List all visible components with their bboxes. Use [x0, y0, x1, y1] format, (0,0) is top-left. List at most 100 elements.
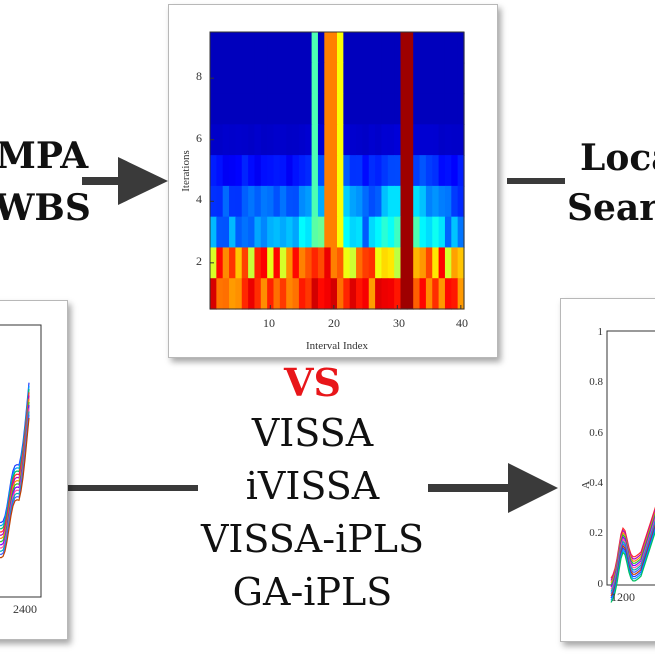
heatmap-cell — [317, 185, 325, 218]
heatmap-cell — [229, 216, 236, 249]
heatmap-cell — [317, 216, 325, 249]
heatmap-cell — [337, 155, 344, 187]
heatmap-cell — [457, 216, 465, 249]
heatmap-cell — [317, 155, 325, 187]
heatmap-cell — [438, 93, 446, 125]
heatmap-cell — [216, 93, 224, 125]
heatmap-cell — [330, 124, 338, 156]
heatmap-cell — [381, 124, 389, 156]
heatmap-cell — [311, 247, 319, 279]
heatmap-cell — [286, 155, 294, 187]
heatmap-cell — [222, 155, 230, 187]
heatmap-cell — [406, 185, 414, 218]
heatmap-cell — [241, 278, 249, 310]
heatmap-cell — [419, 216, 427, 249]
heatmap-cell — [279, 185, 287, 218]
heatmap-cell — [394, 93, 402, 125]
heatmap-cell — [273, 93, 281, 125]
heatmap-cell — [298, 124, 306, 156]
heatmap-cell — [292, 216, 300, 249]
heatmap-cell — [413, 32, 421, 64]
heatmap-cell — [375, 62, 383, 95]
heatmap-cell — [254, 32, 262, 64]
heatmap-cell — [394, 185, 402, 218]
heatmap-cell — [273, 247, 281, 279]
heatmap-cell — [241, 185, 249, 218]
heatmap-cell — [324, 247, 332, 279]
heatmap-cell — [413, 247, 421, 279]
heatmap-cell — [292, 185, 300, 218]
heatmap-cell — [216, 278, 224, 310]
heatmap-cell — [210, 93, 217, 125]
heatmap-cell — [400, 216, 408, 249]
heatmap-cell — [387, 155, 395, 187]
heatmap-cell — [444, 247, 452, 279]
heatmap-cell — [210, 278, 217, 310]
heatmap-cell — [400, 247, 408, 279]
heatmap-cell — [425, 93, 433, 125]
heatmap-cell — [400, 62, 408, 95]
heatmap-svg: Iterations Interval Index 10 20 30 40 2 … — [180, 31, 468, 352]
heatmap-cell — [381, 278, 389, 310]
heatmap-cell — [267, 93, 275, 125]
heatmap-cell — [413, 185, 421, 218]
heatmap-cell — [241, 93, 249, 125]
heatmap-cell — [311, 32, 319, 64]
heatmap-cell — [394, 278, 402, 310]
heatmap-cell — [235, 185, 243, 218]
heatmap-cell — [343, 155, 351, 187]
heatmap-cell — [343, 32, 351, 64]
heatmap-cell — [362, 247, 370, 279]
wbs-label: WBS — [0, 187, 91, 229]
heatmap-cell — [235, 216, 243, 249]
heatmap-cell — [330, 62, 338, 95]
heatmap-ticks — [210, 77, 462, 309]
heatmap-cell — [387, 32, 395, 64]
heatmap-cell — [425, 247, 433, 279]
right-plot-frame — [606, 330, 655, 586]
heatmap-cell — [406, 216, 414, 249]
heatmap-cell — [419, 32, 427, 64]
heatmap-cell — [229, 155, 236, 187]
heatmap-cell — [457, 185, 465, 218]
heatmap-cell — [235, 62, 243, 95]
heatmap-cell — [248, 62, 256, 95]
heatmap-cell — [305, 32, 313, 64]
heatmap-cell — [451, 32, 459, 64]
heatmap-cell — [394, 247, 402, 279]
heatmap-cell — [298, 247, 306, 279]
heatmap-cell — [432, 185, 440, 218]
heatmap-cell — [387, 278, 395, 310]
heatmap-cell — [406, 124, 414, 156]
heatmap-cell — [451, 247, 459, 279]
heatmap-cell — [362, 124, 370, 156]
heatmap-cell — [311, 278, 319, 310]
heatmap-cell — [248, 278, 256, 310]
heatmap-cell — [457, 155, 465, 187]
left-spectra-panel: 2400 — [0, 300, 68, 640]
method-ivissa: iVISSA — [245, 464, 380, 508]
right-ytick-0: 0 — [598, 578, 604, 590]
heatmap-cell — [305, 247, 313, 279]
heatmap-cell — [413, 124, 421, 156]
heatmap-cell — [387, 185, 395, 218]
heatmap-cell — [267, 32, 275, 64]
left-plot-xtick: 2400 — [13, 602, 37, 616]
heatmap-ytick-8: 8 — [196, 69, 202, 83]
heatmap-cell — [343, 124, 351, 156]
heatmap-cell — [451, 155, 459, 187]
heatmap-cell — [425, 278, 433, 310]
heatmap-cell — [406, 32, 414, 64]
heatmap-cell — [292, 278, 300, 310]
heatmap-cell — [432, 216, 440, 249]
heatmap-cell — [444, 32, 452, 64]
right-spectra-svg: A 1 0.8 0.6 0.4 0.2 0 1200 — [580, 326, 655, 604]
heatmap-cell — [349, 93, 357, 125]
heatmap-cell — [311, 93, 319, 125]
heatmap-cell — [222, 278, 230, 310]
heatmap-cell — [337, 185, 344, 218]
heatmap-cell — [267, 216, 275, 249]
heatmap-ytick-6: 6 — [196, 131, 202, 145]
heatmap-cell — [210, 155, 217, 187]
